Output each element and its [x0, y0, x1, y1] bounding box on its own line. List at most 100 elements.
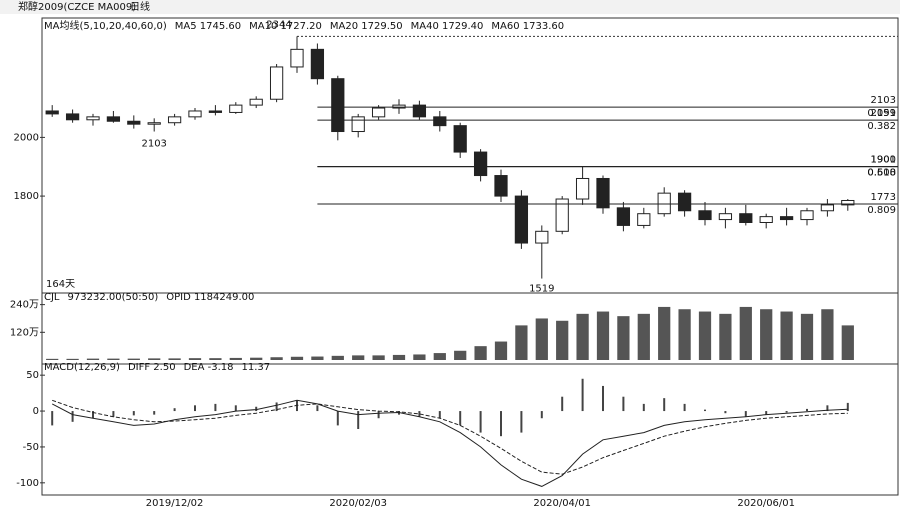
volume-bar [678, 309, 691, 360]
candle-body [351, 116, 365, 133]
y-tick-label: -100 [16, 478, 39, 489]
candle-body [127, 120, 141, 125]
legend-text: MACD(12,26,9) [44, 362, 120, 373]
legend-text: DEA -3.18 [184, 362, 234, 373]
volume-bar [576, 313, 589, 360]
volume-bar [229, 357, 242, 360]
candle-body [208, 110, 223, 113]
legend-text: MA均线(5,10,20,40,60,0) [44, 19, 167, 32]
candle-body [800, 210, 814, 221]
volume-bar [107, 358, 120, 360]
candle-body [779, 216, 794, 221]
volume-bar [148, 358, 161, 360]
legend-text: 11.37 [241, 362, 270, 373]
legend-text: OPID 1184249.00 [166, 292, 254, 303]
volume-bar [209, 358, 222, 360]
level-value: 1901 [871, 154, 896, 165]
candle-body [473, 151, 488, 177]
x-tick-label: 2019/12/02 [146, 498, 204, 509]
y-tick-label: 2000 [14, 132, 39, 143]
volume-bar [86, 358, 100, 360]
volume-bar [780, 311, 793, 360]
candle-body [331, 78, 345, 133]
span-label: 164天 [46, 279, 75, 290]
candle-body [841, 199, 855, 206]
candle-body [86, 116, 100, 121]
volume-bar [821, 309, 834, 360]
candle-body [371, 107, 386, 118]
volume-bar [372, 355, 385, 360]
candle-body [616, 207, 631, 226]
volume-bar [331, 355, 344, 360]
level-value: 2059 [871, 108, 896, 119]
dea-line [52, 399, 848, 475]
x-tick-label: 2020/04/01 [533, 498, 591, 509]
candle-body [575, 177, 590, 200]
y-tick-label: 240万 [10, 300, 39, 311]
level-ratio: 0.382 [867, 121, 896, 132]
level-value: 1773 [871, 192, 896, 203]
level-value: 2103 [871, 95, 896, 106]
volume-bar [637, 313, 650, 360]
candle-body [596, 177, 610, 209]
legend-text: MA60 1733.60 [491, 21, 564, 32]
left-label: 2103 [141, 139, 166, 150]
volume-bar [352, 355, 365, 360]
level-value: 1900 [871, 155, 896, 166]
candle-body [820, 204, 835, 212]
legend-text: 973232.00(50:50) [68, 292, 159, 303]
title-bar [0, 0, 900, 14]
x-tick-label: 2020/02/03 [329, 498, 387, 509]
volume-bar [596, 311, 610, 360]
legend-text: MA20 1729.50 [330, 21, 403, 32]
legend-text: CJL [44, 292, 60, 303]
volume-bar [290, 356, 304, 360]
candle-body [229, 104, 243, 113]
volume-bar [168, 358, 181, 360]
x-tick-label: 2020/06/01 [737, 498, 795, 509]
candle-body [494, 175, 508, 197]
candle-body [290, 48, 304, 68]
y-tick-label: 1800 [14, 191, 39, 202]
frame [41, 17, 899, 496]
volume-bar [698, 311, 712, 360]
candle-body [249, 98, 263, 106]
level-ratio: 0.618 [867, 167, 896, 178]
candle-body [698, 210, 712, 221]
level-ratio: 0.500 [867, 168, 896, 179]
volume-bar [433, 353, 446, 360]
candle-body [45, 110, 59, 115]
candle-body [759, 216, 773, 223]
y-tick-label: 0 [33, 406, 39, 417]
volume-bar [66, 358, 79, 360]
candle-body [65, 113, 80, 121]
period[interactable]: 日线 [130, 0, 150, 13]
volume-bar [188, 358, 202, 360]
candle-body [677, 192, 692, 212]
candle-body [310, 48, 325, 80]
candle-body [412, 104, 427, 118]
chart-title[interactable]: 郑醇2009(CZCE MA009) [18, 0, 136, 13]
candle-body [392, 104, 406, 109]
volume-bar [311, 356, 324, 360]
volume-bar [46, 358, 59, 360]
volume-bar [474, 346, 487, 360]
volume-bar [760, 309, 773, 360]
volume-bar [535, 318, 548, 360]
volume-bar [494, 341, 508, 360]
volume-bar [392, 354, 406, 360]
candle-body [269, 66, 284, 100]
y-tick-label: 50 [26, 370, 39, 381]
diff-line [51, 399, 848, 487]
volume-bar [250, 357, 263, 360]
legend-text: MA10 1727.20 [249, 21, 322, 32]
candle-body [188, 110, 202, 118]
volume-bar [556, 320, 569, 360]
candle-body [535, 230, 549, 244]
candle-body [718, 213, 733, 221]
candle-body [739, 213, 753, 223]
low-label: 1519 [529, 284, 554, 295]
volume-bar [658, 306, 671, 360]
